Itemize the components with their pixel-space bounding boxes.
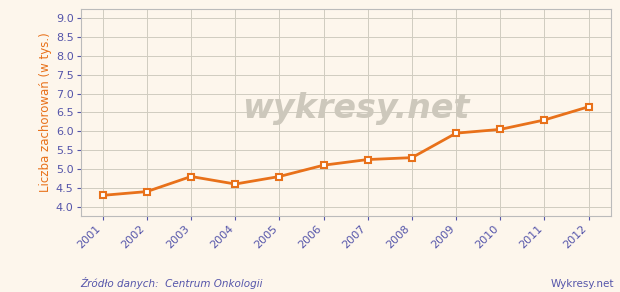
Y-axis label: Liczba zachorowań (w tys.): Liczba zachorowań (w tys.)	[38, 32, 51, 192]
Text: Źródło danych:  Centrum Onkologii: Źródło danych: Centrum Onkologii	[81, 277, 263, 289]
Text: wykresy.net: wykresy.net	[242, 92, 470, 125]
Text: Wykresy.net: Wykresy.net	[551, 279, 614, 289]
